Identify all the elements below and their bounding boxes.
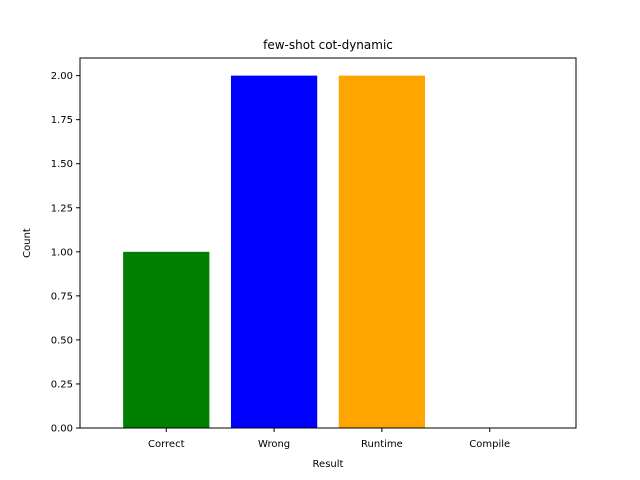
x-tick-label: Wrong bbox=[258, 439, 290, 450]
y-tick-label: 1.25 bbox=[51, 203, 73, 214]
y-tick-label: 0.75 bbox=[51, 291, 73, 302]
y-tick-label: 1.75 bbox=[51, 115, 73, 126]
chart-title: few-shot cot-dynamic bbox=[263, 38, 393, 52]
x-tick-label: Compile bbox=[469, 439, 510, 450]
bar-correct bbox=[123, 251, 210, 428]
y-tick-label: 2.00 bbox=[51, 71, 73, 82]
plot-area-frame bbox=[79, 57, 577, 429]
y-tick-label: 0.50 bbox=[51, 335, 73, 346]
x-axis-ticks: Correct Wrong Runtime Compile bbox=[148, 428, 510, 450]
bars-group bbox=[123, 75, 426, 429]
x-axis-label: Result bbox=[313, 459, 344, 470]
y-tick-label: 0.00 bbox=[51, 424, 73, 435]
bar-wrong bbox=[230, 75, 318, 429]
y-axis-ticks: 0.00 0.25 0.50 0.75 1.00 1.25 1.50 1.75 2.00 bbox=[51, 71, 80, 435]
x-tick-label: Correct bbox=[148, 439, 185, 450]
x-tick-label: Runtime bbox=[361, 439, 403, 450]
bar-runtime bbox=[338, 75, 426, 429]
y-tick-label: 0.25 bbox=[51, 379, 73, 390]
y-axis-label: Count bbox=[22, 228, 33, 258]
y-tick-label: 1.50 bbox=[51, 159, 73, 170]
y-tick-label: 1.00 bbox=[51, 247, 73, 258]
